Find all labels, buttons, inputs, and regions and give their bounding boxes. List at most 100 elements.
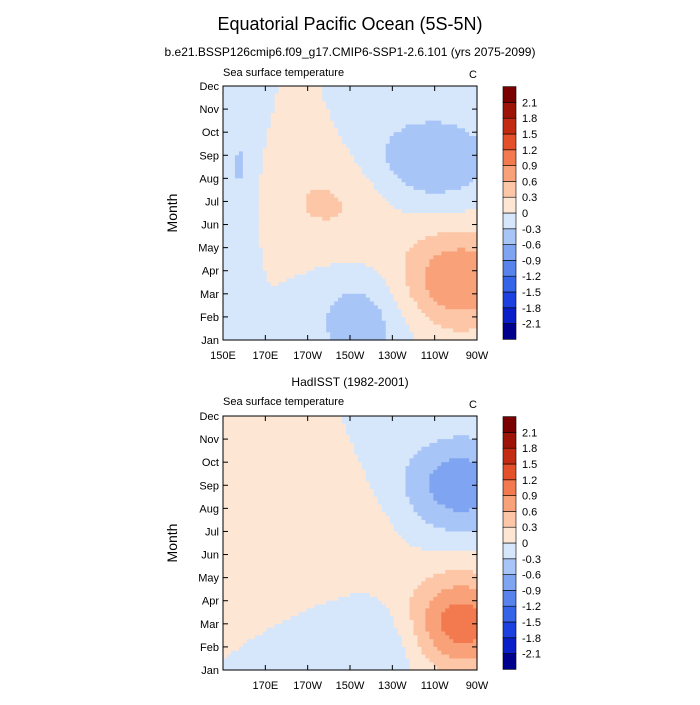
heatmap-cell — [306, 198, 311, 202]
heatmap-cell — [437, 90, 442, 94]
heatmap-cell — [433, 90, 438, 94]
heatmap-cell — [330, 124, 335, 128]
heatmap-cell — [441, 232, 446, 236]
heatmap-cell — [441, 132, 446, 136]
heatmap-cell — [457, 94, 462, 98]
heatmap-cell — [417, 163, 422, 167]
heatmap-cell — [322, 416, 327, 420]
heatmap-cell — [283, 236, 288, 240]
heatmap-cell — [465, 278, 470, 282]
heatmap-cell — [350, 267, 355, 271]
heatmap-cell — [342, 431, 347, 435]
heatmap-cell — [231, 117, 236, 121]
heatmap-cell — [342, 201, 347, 205]
heatmap-cell — [227, 305, 232, 309]
heatmap-cell — [441, 182, 446, 186]
heatmap-cell — [346, 428, 351, 432]
heatmap-cell — [378, 124, 383, 128]
heatmap-cell — [227, 90, 232, 94]
heatmap-cell — [406, 159, 411, 163]
heatmap-cell — [429, 209, 434, 213]
heatmap-cell — [378, 163, 383, 167]
heatmap-cell — [441, 94, 446, 98]
heatmap-cell — [358, 121, 363, 125]
heatmap-cell — [390, 217, 395, 221]
heatmap-cell — [338, 263, 343, 267]
heatmap-cell — [410, 201, 415, 205]
heatmap-cell — [283, 175, 288, 179]
heatmap-cell — [445, 113, 450, 117]
heatmap-cell — [354, 248, 359, 252]
heatmap-cell — [390, 109, 395, 113]
heatmap-cell — [366, 271, 371, 275]
heatmap-cell — [279, 163, 284, 167]
heatmap-cell — [302, 454, 307, 458]
heatmap-cell — [223, 101, 228, 105]
heatmap-cell — [433, 420, 438, 424]
heatmap-cell — [469, 171, 474, 175]
heatmap-cell — [370, 248, 375, 252]
heatmap-cell — [449, 275, 454, 279]
heatmap-cell — [259, 194, 264, 198]
heatmap-cell — [294, 439, 299, 443]
heatmap-cell — [386, 305, 391, 309]
heatmap-cell — [461, 221, 466, 225]
heatmap-cell — [231, 251, 236, 255]
heatmap-cell — [421, 271, 426, 275]
heatmap-cell — [382, 267, 387, 271]
heatmap-cell — [402, 136, 407, 140]
heatmap-cell — [314, 182, 319, 186]
heatmap-cell — [283, 416, 288, 420]
heatmap-cell — [425, 121, 430, 125]
heatmap-cell — [267, 282, 272, 286]
heatmap-cell — [346, 263, 351, 267]
heatmap-cell — [350, 98, 355, 102]
heatmap-cell — [310, 420, 315, 424]
heatmap-cell — [469, 286, 474, 290]
heatmap-cell — [306, 175, 311, 179]
heatmap-cell — [406, 217, 411, 221]
heatmap-cell — [283, 90, 288, 94]
heatmap-cell — [275, 428, 280, 432]
heatmap-cell — [271, 136, 276, 140]
heatmap-cell — [453, 109, 458, 113]
heatmap-cell — [433, 217, 438, 221]
heatmap-cell — [441, 86, 446, 90]
heatmap-cell — [406, 317, 411, 321]
heatmap-cell — [298, 201, 303, 205]
heatmap-cell — [259, 109, 264, 113]
heatmap-cell — [263, 454, 268, 458]
heatmap-cell — [354, 298, 359, 302]
heatmap-cell — [445, 140, 450, 144]
heatmap-cell — [330, 132, 335, 136]
heatmap-cell — [414, 309, 419, 313]
heatmap-cell — [406, 151, 411, 155]
heatmap-cell — [374, 305, 379, 309]
heatmap-cell — [410, 198, 415, 202]
heatmap-cell — [298, 244, 303, 248]
heatmap-cell — [465, 431, 470, 435]
heatmap-cell — [247, 451, 252, 455]
heatmap-cell — [429, 416, 434, 420]
heatmap-cell — [374, 186, 379, 190]
heatmap-cell — [429, 175, 434, 179]
heatmap-cell — [402, 225, 407, 229]
heatmap-cell — [402, 213, 407, 217]
heatmap-cell — [398, 443, 403, 447]
heatmap-cell — [449, 90, 454, 94]
heatmap-cell — [421, 144, 426, 148]
heatmap-cell — [433, 305, 438, 309]
heatmap-cell — [465, 255, 470, 259]
heatmap-cell — [346, 225, 351, 229]
heatmap-cell — [239, 240, 244, 244]
heatmap-cell — [298, 294, 303, 298]
heatmap-cell — [358, 124, 363, 128]
heatmap-cell — [402, 167, 407, 171]
heatmap-cell — [433, 178, 438, 182]
x-tick-label: 150W — [336, 350, 365, 362]
heatmap-cell — [390, 167, 395, 171]
heatmap-cell — [298, 105, 303, 109]
heatmap-cell — [410, 267, 415, 271]
heatmap-cell — [334, 248, 339, 252]
heatmap-cell — [290, 286, 295, 290]
